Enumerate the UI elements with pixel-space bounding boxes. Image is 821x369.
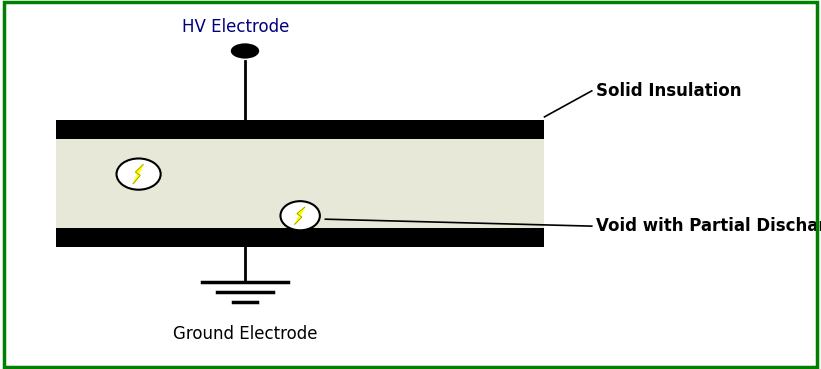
Bar (56, 122, 544, 247)
Bar (56, 120, 544, 139)
Text: Solid Insulation: Solid Insulation (596, 82, 741, 100)
Ellipse shape (231, 43, 259, 59)
Text: Void with Partial Discharge: Void with Partial Discharge (596, 217, 821, 235)
Polygon shape (295, 207, 305, 224)
Ellipse shape (281, 201, 320, 230)
Text: Ground Electrode: Ground Electrode (172, 325, 317, 343)
Polygon shape (133, 164, 144, 184)
Text: HV Electrode: HV Electrode (182, 18, 289, 36)
Bar (56, 228, 544, 247)
Ellipse shape (117, 158, 161, 190)
